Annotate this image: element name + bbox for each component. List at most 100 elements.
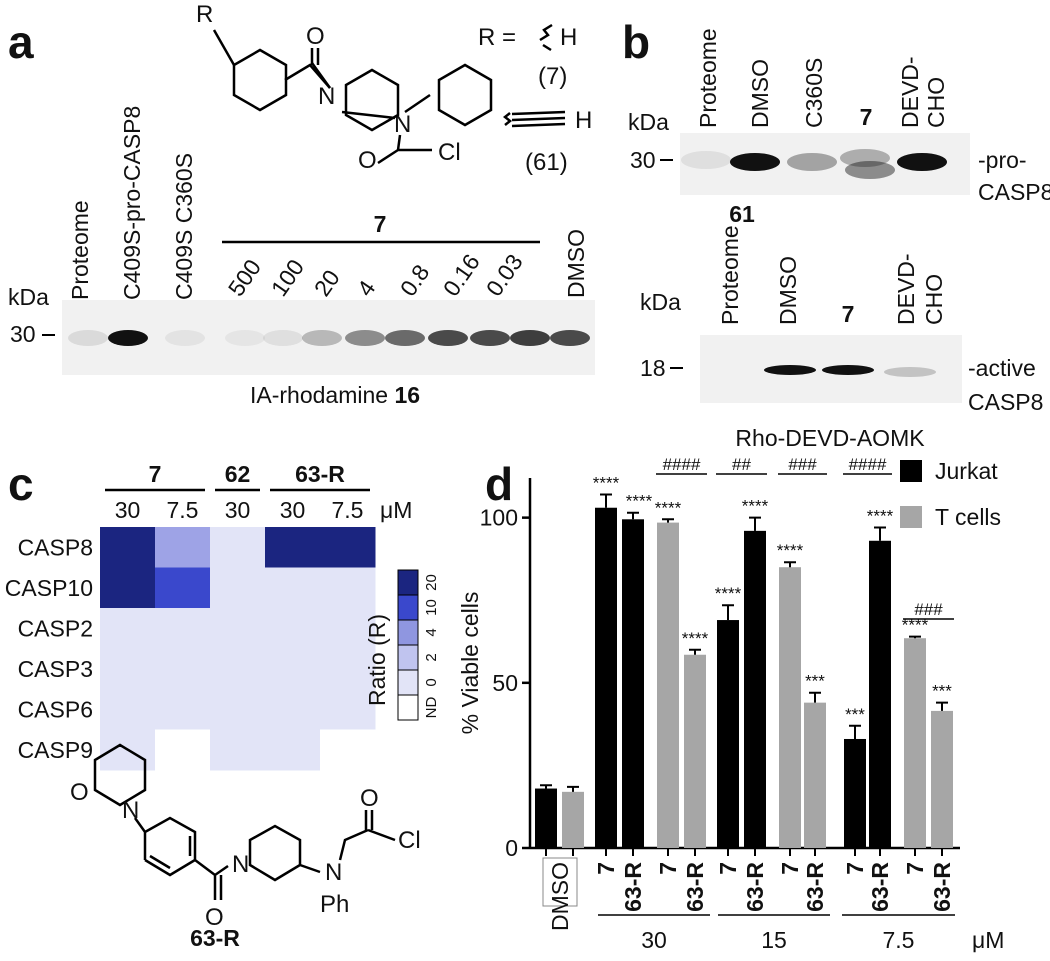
- y-tick-label: 50: [492, 670, 518, 696]
- group-label: 62: [225, 461, 251, 487]
- row-label: CASP3: [18, 656, 93, 682]
- marker: 18: [640, 355, 666, 381]
- heat-cell: [210, 527, 266, 568]
- compound-label: 63-R: [190, 925, 240, 951]
- band: [470, 330, 510, 346]
- compound-number: (7): [538, 63, 567, 90]
- colorbar-title: Ratio (R): [364, 614, 390, 706]
- significance-hash: ####: [663, 455, 701, 474]
- lane-label: Proteome: [695, 28, 721, 128]
- concentration: 0.16: [438, 249, 485, 301]
- colorbar-label: 0: [423, 678, 440, 686]
- structure-bonds: [93, 743, 396, 900]
- band: [897, 153, 947, 171]
- heatmap: 7 62 63-R 30 7.5 30 30 7.5 μM CASP8 CASP10 CASP2 CAS…: [5, 461, 440, 771]
- lane-label: CHO: [923, 77, 949, 128]
- heat-cell: [320, 689, 376, 730]
- band-label: CASP8: [978, 179, 1050, 205]
- lane-label: C409S-pro-CASP8: [119, 106, 145, 300]
- row-label: CASP10: [5, 575, 93, 601]
- bar: [622, 519, 644, 848]
- colorbar-label: ND: [423, 697, 440, 719]
- heat-cell: [210, 567, 266, 609]
- heat-cell: [210, 608, 266, 649]
- legend-label: Jurkat: [935, 458, 998, 484]
- error-bar: [936, 701, 948, 711]
- atom: N: [325, 859, 342, 886]
- band-label: -pro-: [978, 147, 1027, 173]
- colorbar-step: [397, 594, 419, 621]
- marker: 30: [630, 147, 656, 173]
- atom: Ph: [320, 891, 349, 918]
- bond: [212, 29, 396, 120]
- band: [787, 153, 837, 171]
- band: [681, 151, 731, 169]
- x-tick-label: 7: [593, 862, 619, 875]
- heat-cell: [320, 527, 376, 568]
- colorbar-step: [397, 694, 419, 721]
- atom: Cl: [398, 827, 421, 854]
- lane-label: Proteome: [717, 225, 743, 325]
- r-definition: R =: [478, 24, 516, 51]
- band: [822, 365, 874, 375]
- heat-cell: [210, 689, 266, 730]
- significance-hash: ###: [788, 455, 817, 474]
- lane-label: CHO: [921, 274, 947, 325]
- unit: μM: [972, 927, 1004, 953]
- heat-cell: [100, 689, 156, 730]
- band: [428, 330, 468, 346]
- colorbar-label: 20: [423, 574, 440, 591]
- colorbar-step: [397, 569, 419, 596]
- error-bar: [784, 561, 796, 568]
- probe-number: 16: [394, 382, 420, 408]
- error-bar: [627, 511, 639, 520]
- concentration: 0.8: [395, 260, 435, 301]
- heat-cell: [265, 567, 321, 609]
- lane-label: DMSO: [563, 229, 589, 298]
- probe-text: IA-rhodamine: [250, 382, 394, 408]
- lane-label: C409S C360S: [171, 153, 197, 300]
- group-label: 7.5: [883, 927, 915, 953]
- error-bar: [749, 516, 761, 531]
- heat-cell: [155, 567, 211, 609]
- bar: [779, 567, 801, 848]
- band: [345, 330, 385, 346]
- bar: [931, 710, 953, 848]
- error-bar: [662, 518, 674, 523]
- atom: N: [232, 851, 249, 878]
- x-tick-label: 63-R: [802, 862, 828, 912]
- error-bar: [567, 785, 579, 792]
- band: [510, 330, 550, 346]
- significance: ****: [626, 492, 653, 511]
- colorbar-step: [397, 669, 419, 696]
- probe: IA-rhodamine 16: [250, 382, 420, 408]
- lane-label: 7: [860, 104, 873, 130]
- probe: Rho-DEVD-AOMK: [735, 425, 925, 451]
- compound-label: 61: [729, 201, 755, 227]
- error-bar: [874, 526, 886, 541]
- band: [845, 161, 895, 179]
- column-label: 30: [280, 497, 306, 523]
- lane-label: Proteome: [67, 200, 93, 300]
- band: [764, 365, 816, 375]
- group-label: 30: [641, 927, 667, 953]
- atom: O: [360, 785, 379, 812]
- heat-cell: [155, 527, 211, 568]
- band: [165, 330, 205, 346]
- compound-number: (61): [525, 149, 568, 176]
- heat-cell: [265, 648, 321, 690]
- x-tick-label: 7: [902, 862, 928, 875]
- atom: O: [306, 23, 325, 50]
- x-tick-label: 7: [842, 862, 868, 875]
- band: [884, 367, 936, 377]
- significance: ****: [715, 584, 742, 603]
- concentration: 500: [223, 255, 266, 301]
- concentration: 0.03: [481, 249, 528, 301]
- group-label: 7: [149, 461, 162, 487]
- heat-cell: [265, 527, 321, 568]
- concentration: 100: [266, 255, 309, 301]
- colorbar-step: [397, 644, 419, 671]
- band: [302, 330, 342, 346]
- band-label: -active: [968, 355, 1036, 381]
- row-label: CASP8: [18, 534, 93, 560]
